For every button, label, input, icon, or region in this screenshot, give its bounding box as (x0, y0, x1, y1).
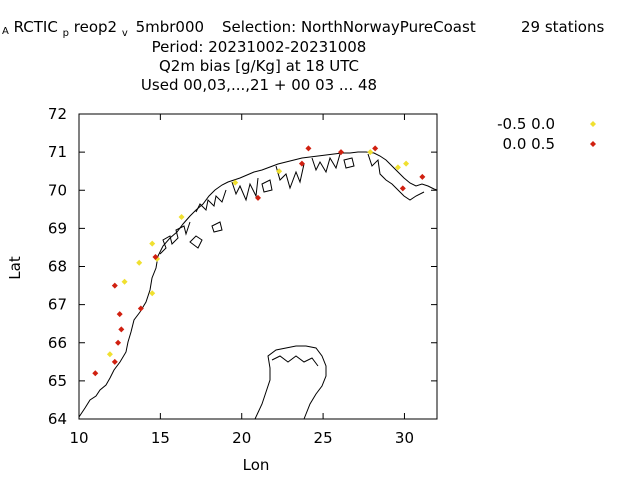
title-sub-v: v (122, 28, 128, 39)
fjord-detail-6 (367, 153, 425, 201)
y-tick-label: 66 (48, 334, 67, 352)
data-point-series-1 (419, 173, 426, 180)
data-point-series-1 (152, 253, 159, 260)
gulf-detail (271, 355, 319, 367)
data-point-series-1 (116, 311, 123, 318)
y-tick-label: 68 (48, 258, 67, 276)
data-point-series-1 (305, 145, 312, 152)
axes: 10 15 20 25 30 64 65 66 67 68 69 70 71 72 (48, 105, 437, 447)
legend-label-series-0: -0.5 0.0 (497, 115, 555, 133)
chart-title-line1: A RCTIC p reop2 v 5mbr000 (2, 18, 204, 40)
legend-label-series-1: 0.0 0.5 (503, 135, 555, 153)
y-tick-label: 64 (48, 410, 67, 428)
y-tick-label: 65 (48, 372, 67, 390)
chart-title-line2: Period: 20231002-20231008 (152, 38, 367, 56)
data-point-series-0 (403, 160, 410, 167)
data-point-series-1 (255, 194, 261, 201)
data-point-series-0 (106, 351, 113, 358)
legend-marker-series-0 (590, 121, 596, 127)
data-point-series-0 (276, 168, 283, 175)
x-tick-label: 10 (69, 429, 88, 447)
plot-frame (78, 113, 438, 420)
data-point-series-1 (372, 145, 379, 152)
title-sub-p: p (63, 28, 69, 39)
legend: -0.5 0.0 0.0 0.5 (497, 115, 596, 153)
y-tick-label: 67 (48, 296, 67, 314)
x-tick-label: 25 (314, 429, 333, 447)
data-point-series-1 (118, 326, 125, 333)
title-exp: 5mbr000 (136, 18, 204, 36)
data-point-series-0 (394, 164, 401, 171)
fjord-detail-1 (159, 221, 191, 255)
fjord-detail-3 (231, 177, 259, 202)
data-points (92, 145, 426, 377)
chart-title-line4: Used 00,03,...,21 + 00 03 ... 48 (141, 76, 377, 94)
data-point-series-0 (121, 278, 128, 285)
island-2 (211, 221, 223, 233)
x-axis-label: Lon (243, 456, 270, 474)
x-tick-label: 15 (151, 429, 170, 447)
data-point-series-0 (149, 240, 156, 247)
island-4 (343, 157, 355, 169)
legend-marker-series-1 (590, 141, 596, 147)
data-point-series-0 (178, 213, 185, 220)
y-axis-label: Lat (6, 256, 24, 280)
title-stations: 29 stations (521, 18, 604, 36)
title-name: RCTIC (14, 18, 58, 36)
data-point-series-1 (337, 149, 344, 156)
data-point-series-1 (92, 370, 99, 377)
data-point-series-0 (232, 179, 239, 186)
data-point-series-0 (367, 149, 374, 156)
title-selection: Selection: NorthNorwayPureCoast (222, 18, 476, 36)
island-3 (261, 179, 273, 193)
data-point-series-1 (399, 185, 406, 192)
y-tick-label: 71 (48, 143, 67, 161)
y-tick-label: 69 (48, 219, 67, 237)
y-tick-label: 70 (48, 181, 67, 199)
title-prefix: A (2, 26, 9, 37)
x-tick-label: 20 (232, 429, 251, 447)
fjord-detail-4 (275, 163, 305, 190)
data-point-series-1 (298, 160, 305, 167)
y-tick-label: 72 (48, 105, 67, 123)
fjord-detail-5 (311, 153, 341, 174)
coastline-norway (79, 151, 437, 418)
data-point-series-1 (111, 282, 118, 289)
data-point-series-1 (137, 305, 144, 312)
coastline-map (79, 151, 437, 419)
chart-title-line3: Q2m bias [g/Kg] at 18 UTC (159, 57, 359, 75)
data-point-series-0 (136, 259, 143, 266)
data-point-series-1 (115, 339, 122, 346)
x-tick-label: 30 (395, 429, 414, 447)
data-point-series-0 (149, 290, 156, 297)
island-1 (189, 235, 203, 249)
title-mid: reop2 (74, 18, 117, 36)
coastline-sweden-finland (254, 345, 327, 419)
data-point-series-1 (111, 358, 118, 365)
fjord-detail-2 (195, 189, 227, 213)
